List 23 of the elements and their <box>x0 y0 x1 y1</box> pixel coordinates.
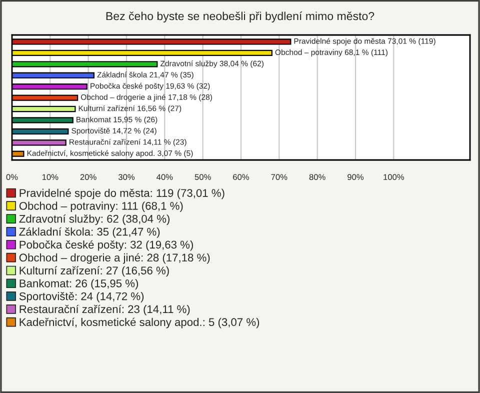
x-tick-label: 100% <box>384 174 404 180</box>
legend-label: Pravidelné spoje do města: 119 (73,01 %) <box>20 188 224 200</box>
legend-label: Obchod – potraviny: 111 (68,1 %) <box>19 202 183 212</box>
x-tick-label: 90% <box>348 174 364 180</box>
legend-label: Bankomat: 26 (15,95 %) <box>20 279 138 290</box>
legend-label: Základní škola: 35 (21,47 %) <box>19 227 160 238</box>
legend-label: Kulturní zařízení: 27 (16,56 %) <box>20 266 169 277</box>
x-tick-label: 50% <box>194 174 211 180</box>
legend-label: Zdravotní služby: 62 (38,04 %) <box>19 214 170 225</box>
x-tick-label: 40% <box>156 174 173 180</box>
legend-label: Kadeřnictví, kosmetické salony apod.: 5 (3,07 %) <box>20 318 260 328</box>
x-tick-label: 20% <box>80 174 96 180</box>
legend-label: Pobočka české pošty: 32 (19,63 %) <box>20 240 193 251</box>
x-tick-label: 70% <box>271 174 288 180</box>
legend-label: Obchod – drogerie a jiné: 28 (17,18 %) <box>19 253 210 264</box>
chart-title: Bez čeho byste se neobešli při bydlení mimo město? <box>106 12 374 22</box>
x-tick-label: 10% <box>42 174 58 180</box>
x-tick-label: 30% <box>118 174 135 180</box>
x-tick-label: 0% <box>6 174 18 180</box>
x-tick-label: 80% <box>309 174 326 180</box>
legend-label: Restaurační zařízení: 23 (14,11 %) <box>20 304 190 316</box>
x-tick-label: 60% <box>233 174 250 180</box>
legend-label: Sportoviště: 24 (14,72 %) <box>19 292 144 302</box>
